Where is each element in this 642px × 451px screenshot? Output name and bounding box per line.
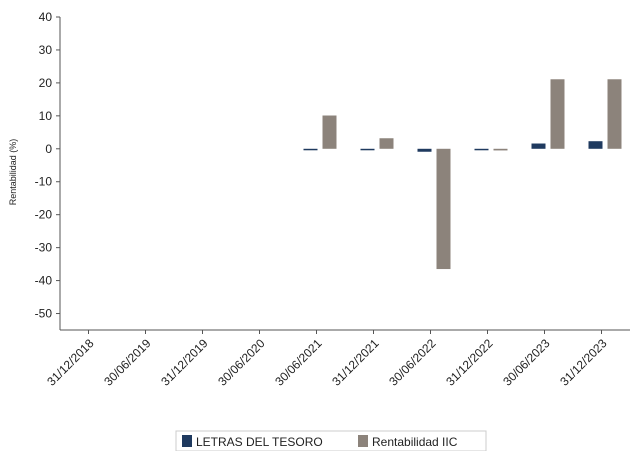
x-tick-label: 30/06/2023 (500, 336, 553, 389)
bar-1-6 (436, 148, 451, 270)
legend-label-1: Rentabilidad IIC (372, 435, 458, 449)
y-tick-label: 0 (45, 142, 52, 156)
y-axis-label: Rentabilidad (%) (8, 139, 18, 206)
legend-label-0: LETRAS DEL TESORO (196, 435, 323, 449)
y-tick-label: 20 (39, 76, 53, 90)
bar-1-9 (607, 79, 622, 149)
bar-0-5 (360, 148, 375, 151)
y-tick-label: -30 (35, 241, 53, 255)
y-tick-label: 10 (39, 109, 53, 123)
bar-0-7 (474, 148, 489, 151)
y-axis-ticks: 40 30 20 10 0 -10 -20 -30 -40 -50 (35, 10, 60, 321)
bar-1-7 (493, 148, 508, 151)
y-tick-label: -50 (35, 307, 53, 321)
y-tick-label: -10 (35, 175, 53, 189)
y-axis-label-group: Rentabilidad (%) (8, 139, 18, 206)
legend-swatch-1 (358, 435, 368, 447)
y-tick-label: -20 (35, 208, 53, 222)
bar-1-5 (379, 138, 394, 149)
x-tick-label: 30/06/2022 (386, 336, 439, 389)
y-tick-label: -40 (35, 274, 53, 288)
bar-0-6 (417, 148, 432, 152)
x-tick-label: 31/12/2023 (557, 336, 610, 389)
bar-0-9 (588, 141, 603, 149)
x-tick-label: 30/06/2020 (215, 336, 268, 389)
x-tick-label: 31/12/2021 (329, 336, 382, 389)
y-tick-label: 40 (39, 10, 53, 24)
legend-box (175, 430, 487, 451)
legend-swatch-0 (182, 435, 192, 447)
bar-0-8 (531, 143, 546, 149)
x-tick-label: 31/12/2018 (44, 336, 97, 389)
x-tick-label: 31/12/2019 (158, 336, 211, 389)
bar-0-4 (303, 148, 318, 151)
x-tick-label: 30/06/2021 (272, 336, 325, 389)
bars (303, 79, 622, 270)
bar-1-4 (322, 115, 337, 149)
bar-1-8 (550, 79, 565, 149)
x-axis-ticks: 31/12/2018 30/06/2019 31/12/2019 30/06/2020… (44, 330, 610, 389)
y-tick-label: 30 (39, 43, 53, 57)
x-tick-label: 31/12/2022 (443, 336, 496, 389)
legend: LETRAS DEL TESORO Rentabilidad IIC (175, 430, 487, 451)
x-tick-label: 30/06/2019 (101, 336, 154, 389)
